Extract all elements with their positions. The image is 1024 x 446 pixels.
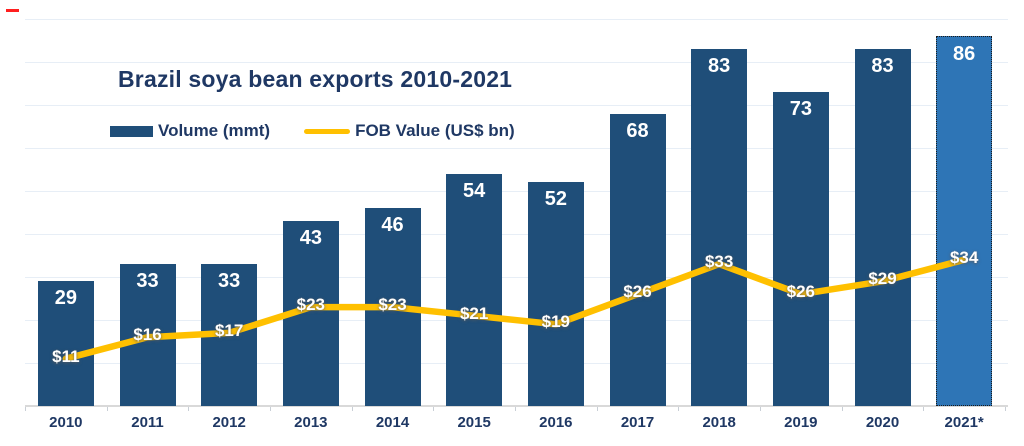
x-axis-label: 2017 [620,414,655,431]
line-point-label: $11 [52,346,80,366]
line-point-label: $16 [133,325,162,345]
line-point-label: $17 [214,320,244,340]
gridline [25,105,1008,106]
bar-value-label: 83 [708,55,731,78]
bar-value-label: 33 [218,270,241,293]
x-axis-tick [678,407,680,411]
legend-label-volume: Volume (mmt) [158,121,271,140]
gridline [25,148,1008,149]
x-axis-label: 2015 [457,414,491,431]
line-point-label: $19 [541,312,571,332]
bar-value-label: 33 [136,270,159,293]
bar: 29 [37,281,94,406]
fob-line-swatch-icon [304,128,351,134]
bar-value-label: 52 [544,188,567,211]
legend-item-fob: FOB Value (US$ bn) [304,121,515,141]
bar-value-label: 68 [626,119,649,142]
gridline [25,191,1008,192]
bar: 68 [609,113,666,406]
line-point-label: $26 [623,282,652,302]
x-axis-label: 2013 [294,414,328,431]
x-axis-tick [351,407,353,411]
legend-label-fob: FOB Value (US$ bn) [355,121,515,140]
x-axis-tick [106,407,108,411]
x-axis-label: 2021* [944,414,984,431]
x-axis-tick [25,407,26,411]
x-axis-tick [188,407,190,411]
x-axis-tick [270,407,271,411]
x-axis-label: 2012 [212,414,246,431]
x-axis-tick [1005,407,1006,411]
line-point-label: $33 [704,252,734,272]
x-axis-label: 2019 [784,414,818,431]
bar-highlighted: 86 [936,36,993,406]
line-point-label: $21 [459,303,489,323]
x-axis-label: 2018 [702,414,736,431]
x-axis-tick [841,407,843,411]
bar-value-label: 86 [953,43,976,66]
bar-value-label: 54 [463,179,486,202]
x-axis-label: 2010 [49,414,83,431]
x-axis-tick [923,407,925,411]
bar: 52 [527,182,584,406]
line-point-label: $34 [949,247,979,267]
line-point-label: $23 [378,295,407,315]
bar-value-label: 46 [381,214,404,237]
x-axis-tick [433,407,435,411]
line-point-label: $26 [786,282,816,302]
gridline [25,19,1008,20]
gridline [25,363,1008,364]
bar: 54 [446,173,503,406]
legend-item-volume: Volume (mmt) [110,121,270,141]
bar: 73 [772,92,829,406]
bar-value-label: 83 [871,55,894,78]
bar-value-label: 43 [299,227,322,250]
red-dash-mark [6,9,19,12]
x-axis-label: 2020 [865,414,900,431]
chart-title: Brazil soya bean exports 2010-2021 [118,66,513,92]
volume-swatch-icon [110,125,153,137]
bar-value-label: 29 [54,287,77,310]
x-axis-tick [515,407,516,411]
x-axis-label: 2011 [131,414,164,431]
x-axis-tick [760,407,761,411]
x-axis-tick [596,407,598,411]
x-axis-label: 2016 [539,414,573,431]
bar: 83 [691,49,748,406]
bar: 83 [854,49,911,406]
line-point-label: $29 [868,269,897,289]
gridline [25,62,1008,63]
x-axis-line [25,405,1008,407]
bar-value-label: 73 [789,98,812,121]
gridline [25,234,1008,235]
x-axis-label: 2014 [375,414,410,431]
line-point-label: $23 [296,295,326,315]
legend: Volume (mmt) FOB Value (US$ bn) [110,121,515,141]
